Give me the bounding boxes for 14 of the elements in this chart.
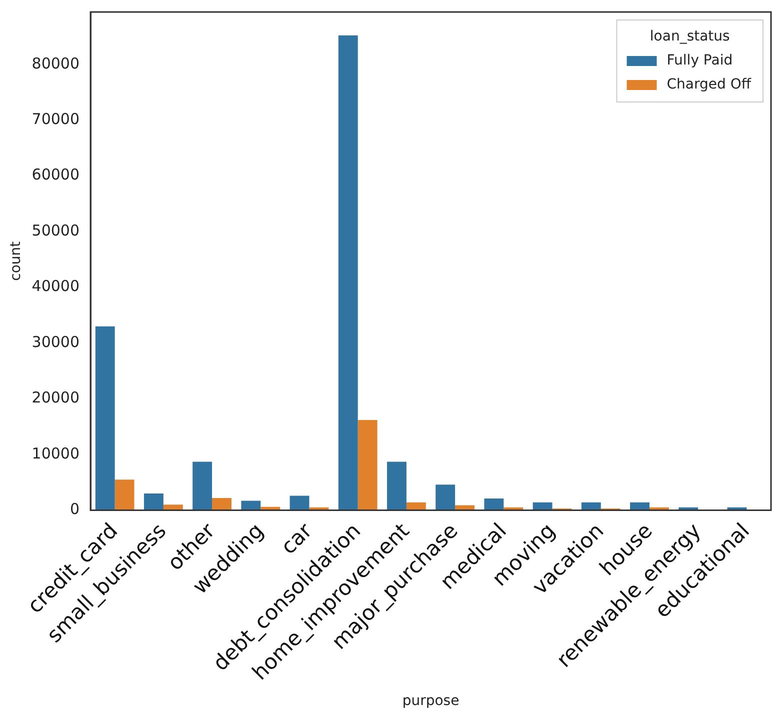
legend-label: Fully Paid bbox=[666, 52, 733, 69]
y-tick-label: 30000 bbox=[32, 332, 80, 351]
y-tick-label: 70000 bbox=[32, 110, 80, 128]
y-tick-label: 10000 bbox=[32, 444, 80, 462]
y-axis-title: count bbox=[8, 240, 24, 281]
y-tick-label: 20000 bbox=[32, 388, 80, 407]
legend-label: Charged Off bbox=[666, 76, 752, 93]
y-tick-label: 80000 bbox=[32, 54, 80, 72]
legend-title: loan_status bbox=[650, 28, 730, 45]
y-tick-label: 40000 bbox=[32, 277, 80, 296]
y-tick-label: 0 bbox=[70, 500, 80, 518]
y-tick-label: 50000 bbox=[32, 221, 80, 240]
x-axis-title: purpose bbox=[402, 693, 460, 710]
y-tick-label: 60000 bbox=[32, 166, 80, 184]
